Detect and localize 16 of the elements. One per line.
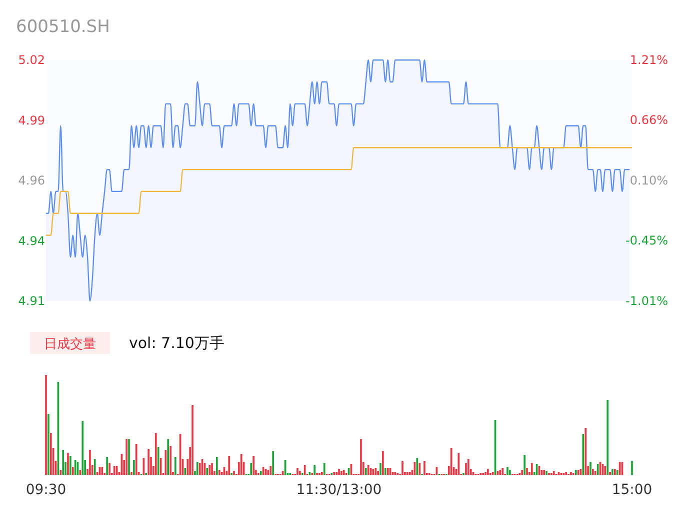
chart-title: 600510.SH: [16, 17, 110, 37]
y-tick-label: 4.96: [18, 174, 45, 188]
y-tick-label: 4.91: [18, 294, 45, 308]
x-tick-label: 11:30/13:00: [296, 482, 382, 498]
y2-tick-label: -1.01%: [626, 294, 668, 308]
chart-subtitle: vol: 7.10万手: [129, 334, 224, 352]
y2-tick-label: -0.45%: [626, 233, 668, 248]
chart-title: 日成交量: [44, 336, 96, 352]
y2-tick-label: 1.21%: [630, 53, 668, 68]
y-tick-label: 5.02: [18, 53, 45, 68]
y2-tick-label: 0.66%: [630, 112, 668, 127]
y2-tick-label: 0.10%: [630, 174, 668, 188]
x-tick-label: 09:30: [26, 482, 66, 498]
y-tick-label: 4.99: [18, 113, 45, 128]
y-tick-label: 4.94: [18, 234, 45, 248]
x-tick-label: 15:00: [612, 482, 652, 498]
